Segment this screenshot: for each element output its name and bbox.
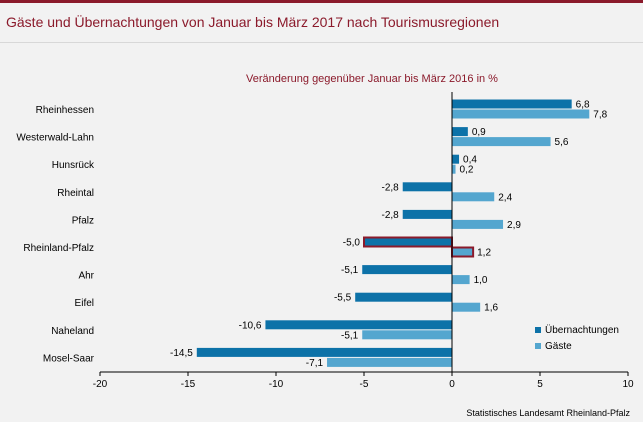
- data-label-gaeste-eifel: 1,6: [484, 303, 498, 314]
- top-accent-rule: [0, 0, 643, 3]
- bar-gaeste-rheintal: [452, 192, 495, 202]
- data-label-gaeste-westerwald-lahn: 5,6: [555, 137, 569, 148]
- bar-uebernachtungen-rheinland-pfalz: [363, 236, 453, 248]
- bar-uebernachtungen-pfalz: [402, 209, 452, 219]
- data-label-uebernachtungen-naheland: -10,6: [239, 320, 262, 331]
- data-label-uebernachtungen-mosel-saar: -14,5: [170, 348, 193, 359]
- data-label-gaeste-hunsrueck: 0,2: [460, 165, 474, 176]
- bar-gaeste-pfalz: [452, 219, 504, 229]
- bar-gaeste-westerwald-lahn: [452, 137, 551, 147]
- bar-gaeste-mosel-saar: [327, 357, 452, 367]
- x-tick-label: -10: [269, 379, 284, 390]
- data-label-gaeste-ahr: 1,0: [474, 275, 488, 286]
- bar-gaeste-rheinhessen: [452, 109, 590, 119]
- x-tick-label: -5: [360, 379, 369, 390]
- bar-uebernachtungen-westerwald-lahn: [452, 127, 468, 137]
- data-label-gaeste-naheland: -5,1: [341, 330, 359, 341]
- bar-uebernachtungen-rheinhessen: [452, 99, 572, 109]
- data-label-uebernachtungen-pfalz: -2,8: [381, 210, 399, 221]
- bar-uebernachtungen-ahr: [362, 265, 452, 275]
- data-label-uebernachtungen-ahr: -5,1: [341, 265, 359, 276]
- data-label-uebernachtungen-rheinland-pfalz: -5,0: [343, 238, 361, 249]
- legend-label-uebernachtungen: Übernachtungen: [545, 324, 619, 336]
- bar-gaeste-ahr: [452, 275, 470, 285]
- bar-gaeste-eifel: [452, 302, 481, 312]
- category-label-westerwald-lahn: Westerwald-Lahn: [16, 133, 94, 144]
- data-label-gaeste-rheinhessen: 7,8: [593, 110, 607, 121]
- data-label-uebernachtungen-hunsrueck: 0,4: [463, 155, 477, 166]
- category-label-rheinhessen: Rheinhessen: [36, 105, 94, 116]
- category-label-ahr: Ahr: [78, 271, 94, 282]
- bar-gaeste-rheinland-pfalz: [451, 246, 475, 258]
- data-label-gaeste-rheinland-pfalz: 1,2: [477, 248, 491, 259]
- data-label-gaeste-rheintal: 2,4: [498, 192, 512, 203]
- data-label-uebernachtungen-rheintal: -2,8: [381, 182, 399, 193]
- bar-uebernachtungen-rheintal: [402, 182, 452, 192]
- bar-gaeste-hunsrueck: [452, 164, 456, 174]
- category-label-rheinland-pfalz: Rheinland-Pfalz: [23, 243, 94, 254]
- bar-gaeste-naheland: [362, 330, 452, 340]
- category-label-hunsrueck: Hunsrück: [52, 160, 95, 171]
- bars-group: Rheinhessen 6,87,8 Westerwald-Lahn 0,9 5,6 Hu…: [16, 99, 608, 369]
- category-label-pfalz: Pfalz: [72, 215, 94, 226]
- data-label-uebernachtungen-westerwald-lahn: 0,9: [472, 127, 486, 138]
- legend-label-gaeste: Gäste: [545, 341, 572, 352]
- x-tick-label: 0: [449, 379, 455, 390]
- category-label-mosel-saar: Mosel-Saar: [43, 353, 95, 364]
- bar-uebernachtungen-hunsrueck: [452, 154, 460, 164]
- legend-swatch-gaeste: [535, 343, 541, 349]
- legend-swatch-uebernachtungen: [535, 327, 541, 333]
- data-label-gaeste-pfalz: 2,9: [507, 220, 521, 231]
- category-label-eifel: Eifel: [75, 298, 94, 309]
- data-label-uebernachtungen-eifel: -5,5: [334, 293, 352, 304]
- chart-title: Gäste und Übernachtungen von Januar bis …: [6, 14, 500, 30]
- x-tick-label: -15: [181, 379, 196, 390]
- x-axis: -20 -15 -10 -5 0 5 10: [93, 92, 634, 390]
- chart-subtitle: Veränderung gegenüber Januar bis März 20…: [246, 73, 498, 85]
- legend: Übernachtungen Gäste: [535, 324, 619, 352]
- x-tick-label: -20: [93, 379, 108, 390]
- x-tick-label: 5: [537, 379, 543, 390]
- bar-uebernachtungen-naheland: [265, 320, 452, 330]
- x-tick-label: 10: [622, 379, 634, 390]
- data-label-gaeste-mosel-saar: -7,1: [306, 358, 324, 369]
- data-label-uebernachtungen-rheinhessen: 6,8: [576, 100, 590, 111]
- source-note: Statistisches Landesamt Rheinland-Pfalz: [466, 408, 630, 418]
- category-label-naheland: Naheland: [51, 326, 94, 337]
- category-label-rheintal: Rheintal: [57, 188, 94, 199]
- bar-uebernachtungen-mosel-saar: [196, 347, 452, 357]
- title-divider: [0, 42, 643, 43]
- bar-uebernachtungen-eifel: [355, 292, 452, 302]
